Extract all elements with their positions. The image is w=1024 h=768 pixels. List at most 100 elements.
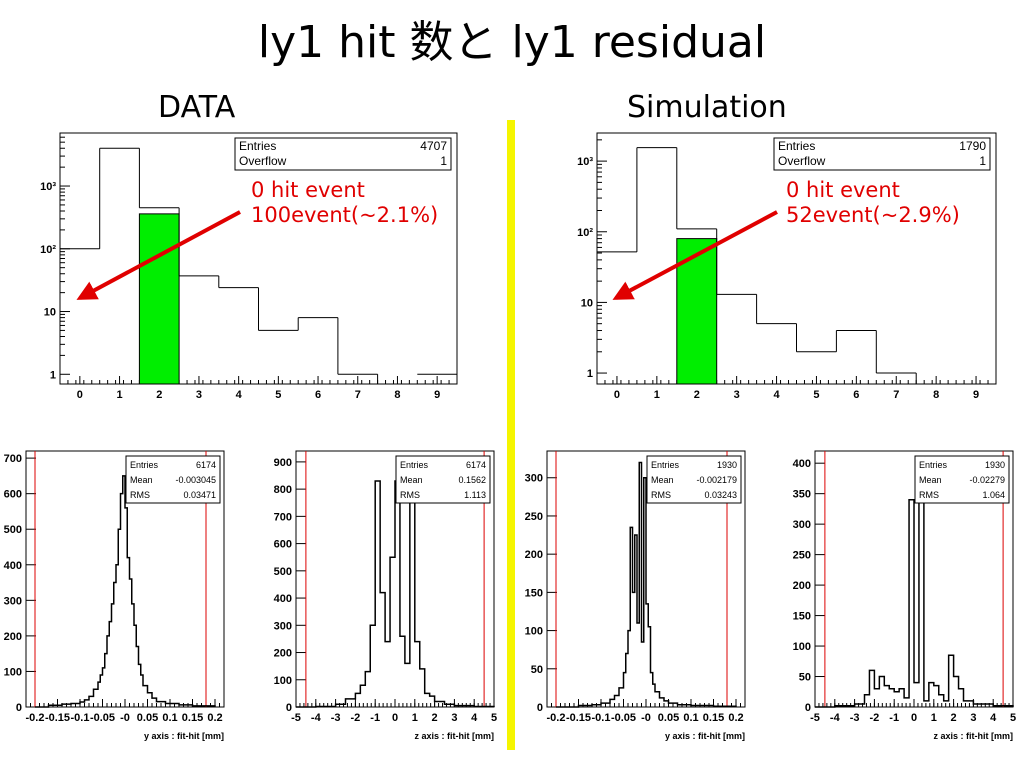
x-tick-label: 6: [315, 389, 321, 401]
x-tick-label: 7: [355, 389, 361, 401]
y-tick-label: 400: [4, 560, 22, 572]
x-tick-label: 0: [392, 712, 398, 724]
y-tick-label: 50: [531, 664, 543, 676]
x-tick-label: 6: [853, 389, 859, 401]
y-tick-label: 250: [525, 511, 543, 523]
stats-value: 4707: [420, 139, 447, 153]
x-axis-label: y axis : fit-hit [mm]: [144, 731, 224, 741]
slide-title: ly1 hit 数と ly1 residual: [257, 17, 767, 68]
y-tick-label: 400: [274, 593, 292, 605]
y-tick-label: 0: [805, 702, 811, 714]
y-tick-label: 400: [793, 458, 811, 470]
x-tick-label: -2: [870, 712, 880, 724]
sim-zero-hit-annotation: 0 hit event 52event(~2.9%): [786, 178, 960, 228]
y-tick-label: 150: [525, 587, 543, 599]
y-tick-label: 700: [4, 453, 22, 465]
stats-box: [395, 455, 491, 504]
data-section-label: DATA: [158, 90, 236, 125]
x-tick-label: 8: [933, 389, 939, 401]
x-tick-label: 4: [236, 389, 243, 401]
x-tick-label: -4: [830, 712, 841, 724]
stats-value: 0.03471: [183, 490, 216, 500]
x-tick-label: -0.2: [26, 712, 45, 724]
x-tick-label: -3: [850, 712, 860, 724]
y-tick-label: 0: [16, 702, 22, 714]
stats-label: Overflow: [239, 154, 287, 168]
simulation-section-label: Simulation: [627, 90, 787, 125]
x-tick-label: 7: [893, 389, 899, 401]
x-tick-label: -0.1: [592, 712, 611, 724]
stats-value: 1.113: [464, 490, 486, 500]
histogram-line: [556, 461, 737, 708]
y-tick-label: 10²: [577, 227, 593, 239]
stats-value: -0.002179: [696, 475, 737, 485]
stats-label: RMS: [130, 490, 150, 500]
y-tick-label: 500: [4, 524, 22, 536]
x-tick-label: -1: [370, 712, 380, 724]
x-tick-label: -5: [291, 712, 301, 724]
x-axis-label: z axis : fit-hit [mm]: [414, 731, 494, 741]
sim-annotation-line1: 0 hit event: [786, 178, 900, 202]
stats-value: 1930: [985, 460, 1005, 470]
histogram-line: [815, 474, 1014, 708]
stats-value: 1: [979, 154, 986, 168]
data-annotation-line1: 0 hit event: [251, 178, 365, 202]
x-tick-label: 0.05: [658, 712, 679, 724]
x-tick-label: -0: [641, 712, 651, 724]
highlighted-bin: [138, 213, 180, 385]
y-tick-label: 800: [274, 484, 292, 496]
x-tick-label: 3: [451, 712, 457, 724]
stats-value: 6174: [196, 460, 216, 470]
stats-value: 1: [440, 154, 447, 168]
x-tick-label: 0.2: [728, 712, 743, 724]
stats-label: Mean: [919, 475, 942, 485]
x-tick-label: 2: [156, 389, 162, 401]
stats-label: Overflow: [778, 154, 826, 168]
plot-frame: [295, 450, 495, 708]
x-tick-label: -0: [120, 712, 130, 724]
plot-frame: [25, 450, 225, 708]
y-tick-label: 500: [274, 566, 292, 578]
x-tick-label: 3: [734, 389, 740, 401]
x-tick-label: 4: [990, 712, 997, 724]
x-tick-label: -5: [810, 712, 820, 724]
y-tick-label: 700: [274, 511, 292, 523]
stats-value: 1930: [717, 460, 737, 470]
plot-frame: [546, 450, 746, 708]
y-tick-label: 250: [793, 550, 811, 562]
x-tick-label: 3: [196, 389, 202, 401]
stats-value: 1790: [959, 139, 986, 153]
x-tick-label: 0.1: [162, 712, 177, 724]
x-tick-label: 5: [491, 712, 497, 724]
x-tick-label: 0.2: [207, 712, 222, 724]
x-tick-label: 0.15: [182, 712, 203, 724]
stats-box: [234, 137, 452, 171]
stats-value: 6174: [466, 460, 486, 470]
stats-label: RMS: [919, 490, 939, 500]
y-tick-label: 600: [4, 489, 22, 501]
histogram-line: [296, 480, 495, 708]
x-tick-label: 1: [116, 389, 122, 401]
y-tick-label: 300: [793, 519, 811, 531]
stats-value: -0.003045: [175, 475, 216, 485]
y-tick-label: 100: [4, 666, 22, 678]
y-tick-label: 200: [4, 631, 22, 643]
y-tick-label: 10³: [40, 181, 56, 193]
x-tick-label: 4: [471, 712, 478, 724]
sim-annotation-line2: 52event(~2.9%): [786, 203, 960, 227]
x-tick-label: 2: [694, 389, 700, 401]
x-tick-label: 0.05: [137, 712, 158, 724]
stats-box: [646, 455, 742, 504]
x-tick-label: 1: [931, 712, 937, 724]
y-tick-label: 10: [581, 297, 593, 309]
x-tick-label: 9: [973, 389, 979, 401]
y-tick-label: 100: [525, 626, 543, 638]
y-tick-label: 300: [525, 473, 543, 485]
x-tick-label: -2: [351, 712, 361, 724]
stats-label: Entries: [651, 460, 680, 470]
x-tick-label: 4: [773, 389, 780, 401]
stats-label: Mean: [400, 475, 423, 485]
highlighted-bin: [676, 238, 718, 385]
y-tick-label: 10²: [40, 244, 56, 256]
y-tick-label: 350: [793, 489, 811, 501]
